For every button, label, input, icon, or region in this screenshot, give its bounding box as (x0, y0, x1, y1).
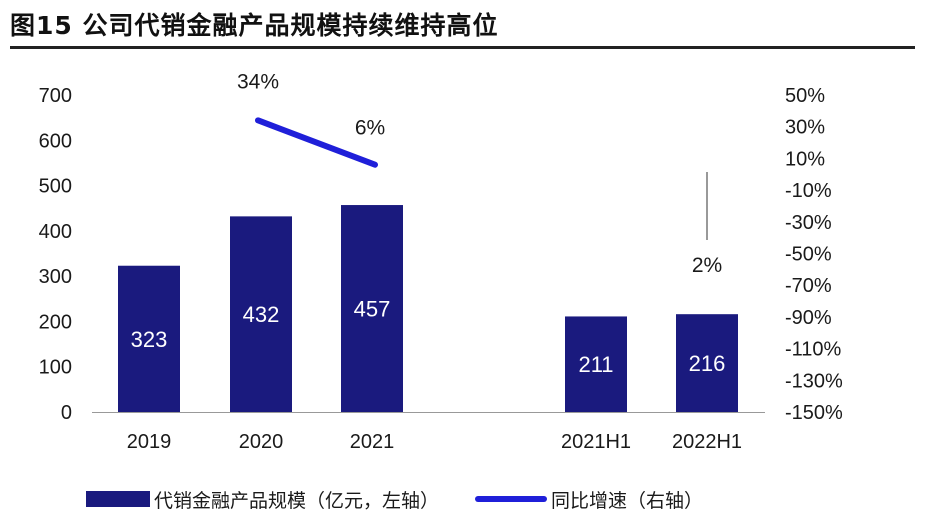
x-tick-label: 2022H1 (672, 431, 742, 453)
growth-line-segment (255, 117, 378, 168)
growth-data-label: 34% (237, 70, 279, 93)
legend-line-swatch (475, 496, 548, 502)
y-left-tick-label: 200 (39, 311, 72, 333)
x-tick-label: 2021 (350, 431, 395, 453)
bar (341, 205, 403, 412)
bar-data-label: 216 (689, 351, 726, 376)
bar (230, 216, 292, 412)
bar (565, 316, 627, 412)
y-right-tick-label: -70% (785, 275, 832, 297)
title-divider (10, 46, 915, 49)
y-left-tick-label: 700 (39, 85, 72, 107)
bar (676, 314, 738, 412)
y-left-tick-label: 0 (61, 402, 72, 424)
y-right-tick-label: 30% (785, 117, 825, 139)
y-right-tick-label: -30% (785, 212, 832, 234)
legend-bar-label: 代销金融产品规模（亿元，左轴） (154, 489, 440, 512)
chart-title: 图15 公司代销金融产品规模持续维持高位 (10, 11, 499, 40)
x-tick-label: 2020 (239, 431, 284, 453)
y-right-tick-label: -150% (785, 402, 843, 424)
x-tick-label: 2019 (127, 431, 172, 453)
y-right-tick-label: -130% (785, 370, 843, 392)
y-right-tick-label: -90% (785, 307, 832, 329)
growth-data-label: 2% (692, 254, 722, 277)
x-tick-label: 2021H1 (561, 431, 631, 453)
legend-item-line: 同比增速（右轴） (439, 486, 703, 513)
y-left-tick-label: 300 (39, 266, 72, 288)
legend: 代销金融产品规模（亿元，左轴） 同比增速（右轴） (86, 484, 703, 514)
y-right-tick-label: 50% (785, 85, 825, 107)
y-left-tick-label: 500 (39, 176, 72, 198)
bar-data-label: 432 (243, 302, 280, 327)
legend-line-label: 同比增速（右轴） (551, 489, 704, 512)
bar-data-label: 323 (131, 327, 168, 352)
bar-data-label: 457 (354, 297, 391, 322)
bar-data-label: 211 (578, 352, 613, 377)
y-right-tick-label: 10% (785, 148, 825, 170)
y-right-tick-label: -10% (785, 180, 832, 202)
legend-bar-swatch (86, 491, 150, 507)
y-left-tick-label: 600 (39, 130, 72, 152)
bar (118, 265, 180, 412)
y-left-tick-label: 400 (39, 221, 72, 243)
y-right-tick-label: -110% (785, 339, 842, 361)
y-right-tick-label: -50% (785, 244, 832, 266)
growth-data-label: 6% (355, 117, 385, 140)
legend-item-bars: 代销金融产品规模（亿元，左轴） (86, 486, 439, 513)
y-left-tick-label: 100 (39, 357, 72, 379)
